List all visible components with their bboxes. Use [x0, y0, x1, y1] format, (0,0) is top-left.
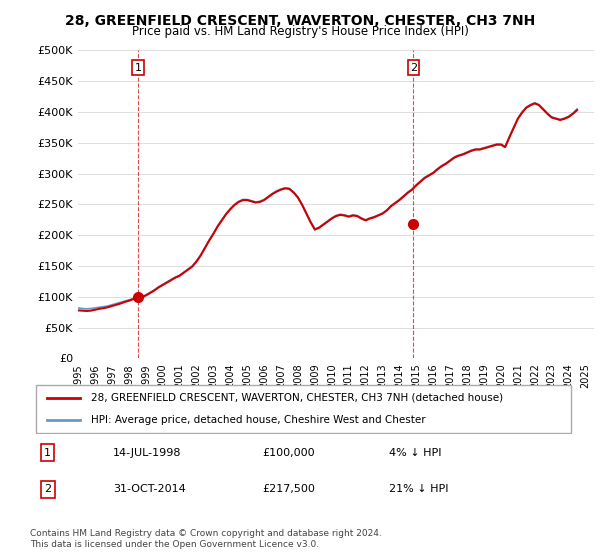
Text: HPI: Average price, detached house, Cheshire West and Chester: HPI: Average price, detached house, Ches…: [91, 415, 425, 425]
Text: 2: 2: [410, 63, 417, 73]
Text: 4% ↓ HPI: 4% ↓ HPI: [389, 448, 442, 458]
Text: 28, GREENFIELD CRESCENT, WAVERTON, CHESTER, CH3 7NH: 28, GREENFIELD CRESCENT, WAVERTON, CHEST…: [65, 14, 535, 28]
Text: £217,500: £217,500: [262, 484, 315, 494]
FancyBboxPatch shape: [35, 385, 571, 433]
Text: 14-JUL-1998: 14-JUL-1998: [113, 448, 181, 458]
Text: 31-OCT-2014: 31-OCT-2014: [113, 484, 185, 494]
Text: £100,000: £100,000: [262, 448, 314, 458]
Text: 28, GREENFIELD CRESCENT, WAVERTON, CHESTER, CH3 7NH (detached house): 28, GREENFIELD CRESCENT, WAVERTON, CHEST…: [91, 393, 503, 403]
Text: 1: 1: [134, 63, 142, 73]
Text: Price paid vs. HM Land Registry's House Price Index (HPI): Price paid vs. HM Land Registry's House …: [131, 25, 469, 38]
Text: 2: 2: [44, 484, 51, 494]
Text: 21% ↓ HPI: 21% ↓ HPI: [389, 484, 448, 494]
Text: Contains HM Land Registry data © Crown copyright and database right 2024.
This d: Contains HM Land Registry data © Crown c…: [30, 529, 382, 549]
Text: 1: 1: [44, 448, 51, 458]
